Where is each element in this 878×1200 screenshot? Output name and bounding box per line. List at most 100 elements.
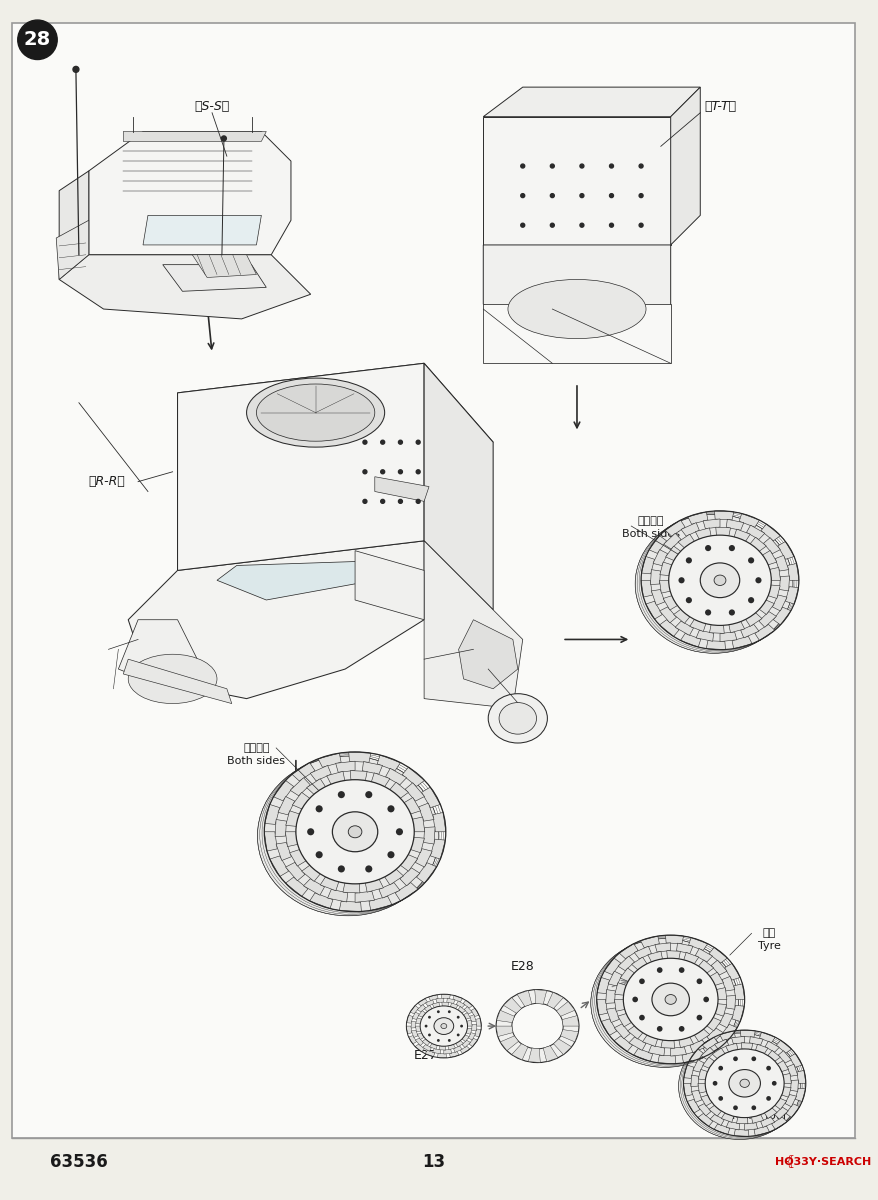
Polygon shape xyxy=(452,996,462,1002)
Circle shape xyxy=(520,193,524,198)
Polygon shape xyxy=(731,636,752,649)
Circle shape xyxy=(695,1015,702,1020)
Polygon shape xyxy=(378,883,399,898)
Circle shape xyxy=(337,791,344,798)
Circle shape xyxy=(678,967,684,973)
Ellipse shape xyxy=(495,990,579,1062)
Text: 28: 28 xyxy=(24,30,51,49)
Polygon shape xyxy=(697,1104,710,1116)
Polygon shape xyxy=(758,612,775,628)
Circle shape xyxy=(436,1010,439,1013)
Polygon shape xyxy=(561,1015,579,1026)
Polygon shape xyxy=(733,1129,748,1136)
Polygon shape xyxy=(56,221,89,280)
Polygon shape xyxy=(708,1105,721,1116)
Polygon shape xyxy=(421,1039,429,1045)
Polygon shape xyxy=(543,1045,558,1062)
Polygon shape xyxy=(706,1028,723,1043)
Polygon shape xyxy=(469,1038,477,1046)
Polygon shape xyxy=(658,607,676,623)
Polygon shape xyxy=(448,1044,455,1050)
Ellipse shape xyxy=(739,1079,749,1087)
Polygon shape xyxy=(749,1037,762,1045)
Polygon shape xyxy=(716,988,726,1000)
Polygon shape xyxy=(764,1042,779,1052)
Polygon shape xyxy=(733,984,744,1000)
Circle shape xyxy=(550,193,554,198)
Polygon shape xyxy=(306,779,325,794)
Polygon shape xyxy=(289,850,306,866)
Circle shape xyxy=(638,978,644,984)
Polygon shape xyxy=(362,762,382,774)
Polygon shape xyxy=(733,529,750,541)
Circle shape xyxy=(380,470,385,474)
Polygon shape xyxy=(683,1084,692,1096)
Circle shape xyxy=(766,1066,770,1070)
Polygon shape xyxy=(408,1036,416,1044)
Circle shape xyxy=(428,1015,430,1019)
Polygon shape xyxy=(496,1010,514,1022)
Polygon shape xyxy=(423,827,435,844)
Polygon shape xyxy=(415,1018,421,1024)
Polygon shape xyxy=(405,782,424,802)
Ellipse shape xyxy=(420,1006,467,1046)
Polygon shape xyxy=(442,1002,449,1007)
Circle shape xyxy=(728,545,734,551)
Polygon shape xyxy=(700,1096,711,1106)
Polygon shape xyxy=(437,1054,446,1058)
Polygon shape xyxy=(617,956,634,971)
Polygon shape xyxy=(285,863,305,881)
Circle shape xyxy=(702,997,709,1002)
Polygon shape xyxy=(414,1044,424,1052)
Polygon shape xyxy=(701,1048,714,1060)
Circle shape xyxy=(416,470,420,474)
Polygon shape xyxy=(754,624,774,641)
Polygon shape xyxy=(706,641,724,649)
Polygon shape xyxy=(687,1099,699,1114)
Polygon shape xyxy=(327,772,344,785)
Polygon shape xyxy=(455,1040,463,1046)
Polygon shape xyxy=(453,1046,462,1052)
Text: 轮胎: 轮胎 xyxy=(762,929,775,938)
Ellipse shape xyxy=(257,756,438,916)
Polygon shape xyxy=(422,1044,431,1051)
Ellipse shape xyxy=(487,694,547,743)
Ellipse shape xyxy=(511,1003,563,1049)
Polygon shape xyxy=(303,878,324,895)
Text: 制作4组: 制作4组 xyxy=(745,1098,772,1108)
Polygon shape xyxy=(651,589,664,605)
Polygon shape xyxy=(725,1043,737,1052)
Polygon shape xyxy=(657,1055,675,1063)
Polygon shape xyxy=(648,1045,664,1056)
Ellipse shape xyxy=(256,384,374,442)
Circle shape xyxy=(656,1026,662,1032)
Polygon shape xyxy=(702,1040,721,1055)
Polygon shape xyxy=(660,1040,673,1049)
Polygon shape xyxy=(676,943,692,954)
Polygon shape xyxy=(694,528,710,539)
Polygon shape xyxy=(647,952,662,962)
Polygon shape xyxy=(377,755,400,770)
Polygon shape xyxy=(192,254,256,277)
Polygon shape xyxy=(767,584,780,599)
Polygon shape xyxy=(59,170,89,280)
Polygon shape xyxy=(424,1006,431,1012)
Circle shape xyxy=(221,136,227,140)
Polygon shape xyxy=(796,1070,805,1084)
Polygon shape xyxy=(774,556,788,571)
Polygon shape xyxy=(777,1051,790,1063)
Ellipse shape xyxy=(348,826,362,838)
Polygon shape xyxy=(162,265,266,292)
Polygon shape xyxy=(596,1000,607,1015)
Polygon shape xyxy=(713,1124,729,1134)
Circle shape xyxy=(771,1081,776,1086)
Polygon shape xyxy=(462,1040,470,1048)
Text: HO33Y·SEARCH: HO33Y·SEARCH xyxy=(774,1157,871,1168)
Polygon shape xyxy=(714,511,733,520)
Polygon shape xyxy=(670,88,700,245)
Polygon shape xyxy=(425,1050,435,1057)
Polygon shape xyxy=(681,1051,700,1063)
Polygon shape xyxy=(273,780,293,800)
Polygon shape xyxy=(710,960,726,974)
Polygon shape xyxy=(775,1040,790,1054)
